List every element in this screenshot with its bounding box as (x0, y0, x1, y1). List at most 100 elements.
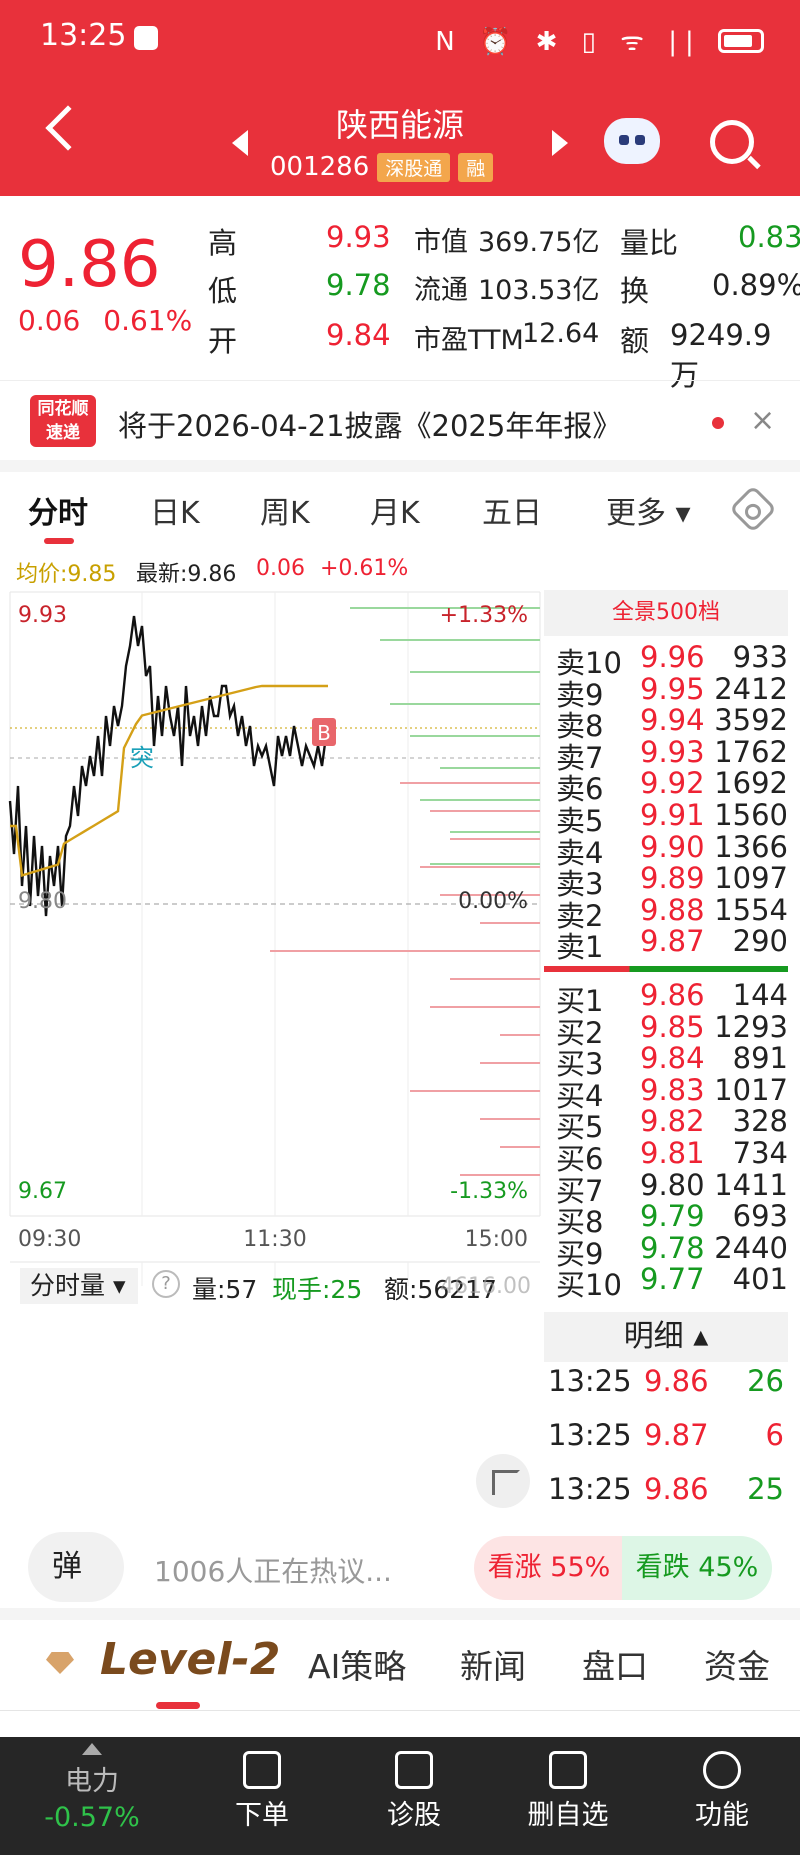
bid-price: 9.77 (640, 1262, 705, 1297)
bid-volume: 734 (732, 1136, 788, 1170)
bid-row[interactable]: 买6 9.81 734 (556, 1136, 788, 1176)
tab-weekly-k[interactable]: 周K (260, 496, 310, 531)
tab-more[interactable]: 更多 ▾ (606, 496, 691, 531)
ask-row[interactable]: 卖1 9.87 290 (556, 924, 788, 964)
bid-price: 9.78 (640, 1230, 705, 1265)
volume-current: 现手:25 (272, 1275, 363, 1304)
latest-change-pct: +0.61% (320, 556, 409, 581)
tag-margin: 融 (458, 152, 494, 182)
low-label: 低 (208, 274, 238, 308)
ask-price: 9.96 (640, 640, 705, 674)
amount-label: 额 (620, 324, 650, 358)
bottom-toolbar: 电力 -0.57% 下单 诊股 删自选 功能 (0, 1737, 800, 1855)
ask-price: 9.95 (640, 671, 705, 706)
ask-row[interactable]: 卖10 9.96 933 (556, 640, 788, 680)
danmaku-button[interactable]: 弹 (28, 1532, 124, 1602)
remove-watchlist-button[interactable]: 删自选 (518, 1751, 618, 1832)
detail-price: 9.86 (644, 1364, 709, 1398)
bid-label: 买10 (556, 1268, 622, 1303)
y-label-top: 9.93 (18, 603, 67, 628)
detail-price: 9.87 (644, 1418, 709, 1452)
tab-news[interactable]: 新闻 (460, 1647, 526, 1686)
bid-price: 9.82 (640, 1104, 705, 1139)
bid-row[interactable]: 买8 9.79 693 (556, 1199, 788, 1239)
high-value: 9.93 (326, 220, 391, 254)
search-icon[interactable] (710, 120, 754, 164)
ai-robot-icon[interactable] (604, 118, 660, 164)
bid-price: 9.86 (640, 978, 705, 1012)
order-button[interactable]: 下单 (222, 1751, 302, 1832)
close-icon[interactable]: × (750, 403, 776, 438)
bid-row[interactable]: 买4 9.83 1017 (556, 1073, 788, 1113)
functions-button[interactable]: 功能 (682, 1751, 762, 1832)
comment-prompt[interactable]: 1006人正在热议... (154, 1555, 392, 1588)
turnover-label: 换 (620, 274, 650, 308)
bid-label: 买4 (556, 1078, 604, 1113)
detail-row: 13:25 9.86 25 (548, 1472, 784, 1506)
intraday-chart[interactable]: 9.93 9.80 9.67 +1.33% 0.00% -1.33% 09:30… (0, 586, 544, 1286)
details-header[interactable]: 明细 ▴ (544, 1312, 788, 1362)
bid-row[interactable]: 买3 9.84 891 (556, 1041, 788, 1081)
volume-indicator-select[interactable]: 分时量 ▾ (20, 1268, 138, 1304)
ask-volume: 1366 (714, 829, 788, 864)
ask-row[interactable]: 卖5 9.91 1560 (556, 798, 788, 838)
amount-value: 9249.9万 (670, 318, 772, 392)
help-icon[interactable]: ? (152, 1270, 180, 1298)
bid-row[interactable]: 买9 9.78 2440 (556, 1230, 788, 1271)
bid-price: 9.81 (640, 1136, 705, 1170)
notice-text: 将于2026-04-21披露《2025年年报》 (118, 409, 622, 443)
ask-row[interactable]: 卖6 9.92 1692 (556, 766, 788, 806)
bid-label: 买2 (556, 1015, 604, 1050)
market-change: -0.57% (44, 1802, 140, 1833)
stock-code-row: 001286 深股通 融 (270, 152, 494, 182)
market-index[interactable]: 电力 -0.57% (40, 1743, 144, 1833)
battery-icon (718, 29, 764, 53)
tab-daily-k[interactable]: 日K (150, 496, 200, 531)
bid-row[interactable]: 买5 9.82 328 (556, 1104, 788, 1144)
orderbook-divider (544, 966, 788, 972)
ask-row[interactable]: 卖4 9.90 1366 (556, 829, 788, 870)
divider (0, 460, 800, 472)
latest-change: 0.06 (256, 556, 305, 581)
orderbook-title[interactable]: 全景500档 (544, 590, 788, 636)
ask-price: 9.91 (640, 798, 705, 832)
bid-label: 买8 (556, 1205, 604, 1240)
diagnose-icon (395, 1751, 433, 1789)
buy-marker: B (317, 721, 331, 745)
bid-price: 9.84 (640, 1041, 705, 1076)
ask-row[interactable]: 卖9 9.95 2412 (556, 671, 788, 712)
y-label-bot: 9.67 (18, 1179, 67, 1204)
tab-intraday[interactable]: 分时 (28, 496, 88, 531)
ask-label: 卖5 (556, 804, 604, 838)
ask-row[interactable]: 卖7 9.93 1762 (556, 735, 788, 775)
bid-row[interactable]: 买1 9.86 144 (556, 978, 788, 1018)
buy-marker-bg (312, 718, 336, 746)
tab-order-book[interactable]: 盘口 (582, 1647, 648, 1686)
tab-capital[interactable]: 资金 (704, 1647, 770, 1686)
bid-volume: 1411 (714, 1167, 788, 1202)
tab-monthly-k[interactable]: 月K (370, 496, 420, 531)
tab-ai-strategy[interactable]: AI策略 (308, 1647, 407, 1686)
bid-row[interactable]: 买7 9.80 1411 (556, 1167, 788, 1208)
content-tabs: Level-2 AI策略 新闻 盘口 资金 (0, 1634, 800, 1700)
fullscreen-icon[interactable] (476, 1454, 530, 1508)
bearish-button[interactable]: 看跌 45% (622, 1536, 772, 1600)
status-time: 13:25 (40, 18, 127, 53)
notice-bar[interactable]: 同花顺 速递 将于2026-04-21披露《2025年年报》 × (0, 380, 800, 460)
top-header: 13:25 N ⏰ ✱ ▯ ᯤ || 陕西能源 001286 深股通 融 (0, 0, 800, 196)
bid-row[interactable]: 买10 9.77 401 (556, 1262, 788, 1302)
open-label: 开 (208, 324, 238, 358)
float-label: 流通 (414, 275, 468, 306)
ask-row[interactable]: 卖8 9.94 3592 (556, 703, 788, 743)
prev-stock-icon[interactable] (232, 130, 248, 156)
bid-row[interactable]: 买2 9.85 1293 (556, 1010, 788, 1050)
ask-row[interactable]: 卖3 9.89 1097 (556, 861, 788, 901)
ask-row[interactable]: 卖2 9.88 1554 (556, 893, 788, 933)
turnover-value: 0.89% (712, 268, 800, 302)
bullish-button[interactable]: 看涨 55% (474, 1536, 624, 1600)
avg-price: 均价:9.85 (16, 562, 117, 587)
diagnose-button[interactable]: 诊股 (374, 1751, 454, 1832)
tab-level2[interactable]: Level-2 (100, 1634, 281, 1685)
tab-five-day[interactable]: 五日 (482, 496, 542, 531)
next-stock-icon[interactable] (552, 130, 568, 156)
